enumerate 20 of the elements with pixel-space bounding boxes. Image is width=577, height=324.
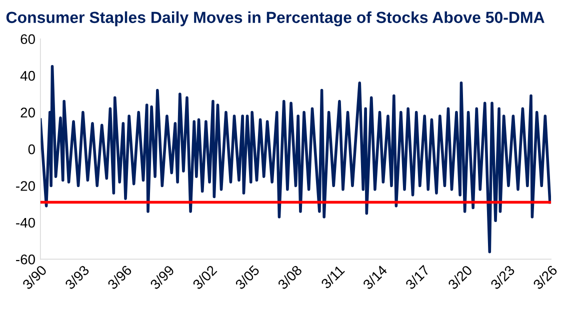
y-tick-label: 40 bbox=[20, 70, 35, 81]
x-tick-label: 3/20 bbox=[447, 264, 473, 290]
y-tick-label: 60 bbox=[20, 34, 35, 44]
chart-title: Consumer Staples Daily Moves in Percentage of Stocks Above 50-DMA bbox=[6, 11, 544, 26]
y-tick-label: -40 bbox=[16, 218, 35, 228]
x-tick-label: 3/93 bbox=[64, 264, 90, 290]
y-tick-label: 20 bbox=[20, 108, 35, 118]
line-series bbox=[40, 65, 552, 254]
y-tick-label: -20 bbox=[16, 181, 35, 191]
x-tick-label: 3/96 bbox=[106, 264, 132, 290]
y-tick-label: 0 bbox=[28, 144, 35, 154]
x-tick-label: 3/11 bbox=[320, 264, 345, 290]
x-tick-label: 3/23 bbox=[490, 264, 516, 290]
x-tick-label: 3/02 bbox=[192, 264, 218, 290]
x-tick-label: 3/90 bbox=[22, 264, 48, 290]
x-tick-label: 3/14 bbox=[362, 264, 388, 290]
x-tick-label: 3/08 bbox=[276, 264, 303, 290]
x-tick-label: 3/99 bbox=[149, 264, 175, 290]
y-tick-label: -60 bbox=[16, 254, 35, 264]
x-tick-label: 3/26 bbox=[532, 264, 558, 290]
